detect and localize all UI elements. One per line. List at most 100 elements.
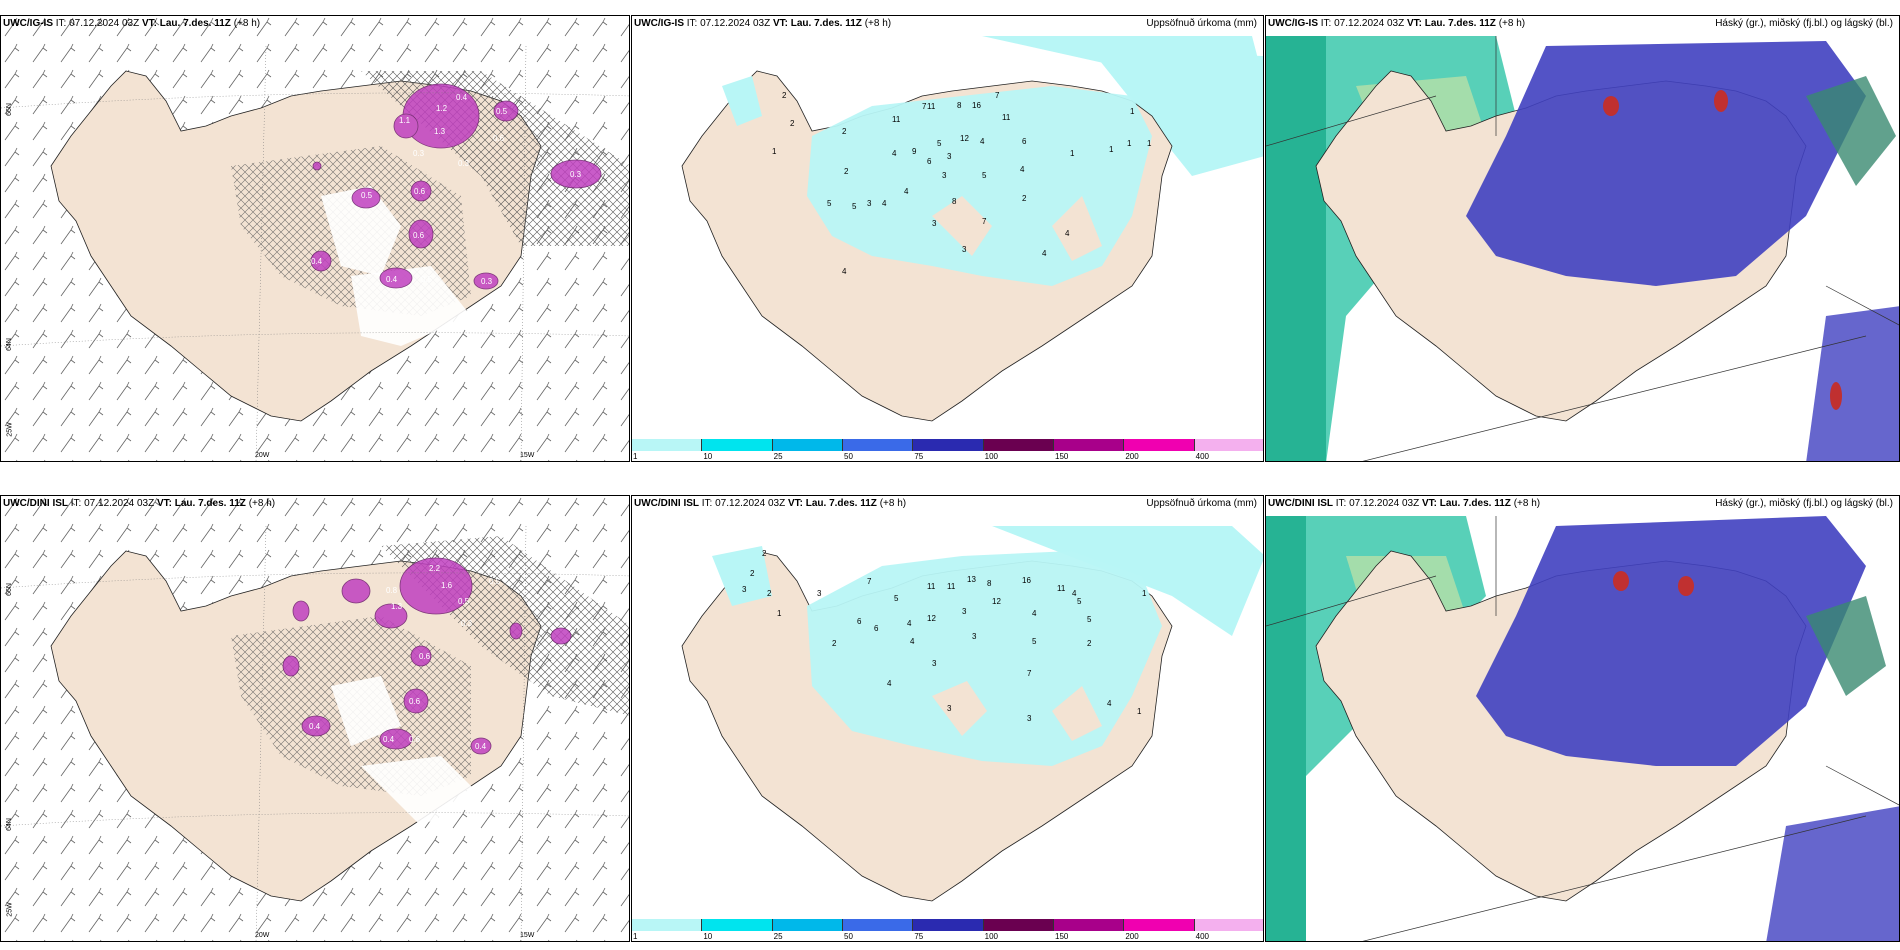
colorbar-tick-label: 200	[1125, 452, 1139, 461]
svg-text:6: 6	[874, 624, 879, 633]
panel-wind-snow-dini: UWC/DINI ISL IT: 07.12.2024 03Z VT: Lau.…	[0, 495, 630, 942]
colorbar-swatch	[772, 919, 843, 931]
svg-text:4: 4	[882, 199, 887, 208]
lon-label-25w: 25W	[6, 902, 14, 917]
svg-text:0.5: 0.5	[489, 577, 501, 586]
svg-text:11: 11	[947, 582, 956, 591]
svg-text:0.3: 0.3	[461, 619, 473, 628]
colorbar-tick-label: 75	[914, 932, 924, 941]
svg-text:0.8: 0.8	[386, 586, 398, 595]
svg-text:0.4: 0.4	[475, 742, 487, 751]
panel-title-right: Háský (gr.), miðský (fj.bl.) og lágský (…	[1715, 18, 1893, 29]
svg-text:11: 11	[1057, 584, 1066, 593]
panel-clouds-igis: UWC/IG-IS IT: 07.12.2024 03Z VT: Lau. 7.…	[1265, 15, 1900, 462]
svg-text:12: 12	[927, 614, 936, 623]
colorbar-tick-label: 150	[1055, 932, 1069, 941]
svg-text:9: 9	[912, 147, 917, 156]
panel-title-right: Háský (gr.), miðský (fj.bl.) og lágský (…	[1715, 498, 1893, 509]
svg-text:3: 3	[962, 607, 967, 616]
svg-text:0.5: 0.5	[458, 597, 470, 606]
svg-text:1: 1	[1109, 145, 1114, 154]
svg-text:3: 3	[942, 171, 947, 180]
svg-text:0.3: 0.3	[570, 170, 582, 179]
svg-text:0.3: 0.3	[481, 277, 493, 286]
svg-text:0.3: 0.3	[413, 149, 425, 158]
svg-text:0.5: 0.5	[421, 275, 433, 284]
svg-text:1.3: 1.3	[434, 127, 446, 136]
svg-text:1: 1	[1127, 139, 1132, 148]
svg-text:4: 4	[907, 619, 912, 628]
panel-title-right: Uppsöfnuð úrkoma (mm)	[1146, 18, 1257, 29]
colorbar-swatch	[1194, 919, 1263, 931]
colorbar-swatch	[843, 439, 914, 451]
svg-text:2: 2	[750, 569, 755, 578]
svg-text:1: 1	[1130, 107, 1135, 116]
wind-snow-map: 2.21.60.8 1.30.50.3 0.60.60.4 0.4 0.60.5 …	[1, 496, 629, 941]
svg-text:3: 3	[947, 704, 952, 713]
svg-text:0.6: 0.6	[419, 652, 431, 661]
colorbar-swatch	[632, 439, 703, 451]
svg-text:11: 11	[1002, 113, 1011, 122]
svg-text:3: 3	[1027, 714, 1032, 723]
colorbar-tick-label: 50	[844, 932, 853, 941]
colorbar-swatch	[772, 439, 843, 451]
svg-text:4: 4	[904, 187, 909, 196]
svg-text:11: 11	[892, 115, 901, 124]
svg-text:8: 8	[987, 579, 992, 588]
svg-text:0.6: 0.6	[409, 735, 421, 744]
svg-text:1: 1	[772, 147, 777, 156]
colorbar-tick-label: 25	[773, 452, 783, 461]
svg-text:1: 1	[1137, 707, 1142, 716]
svg-text:3: 3	[972, 632, 977, 641]
wind-snow-map: 0.41.21.1 1.30.30.5 0.60.5 0.6 0.30.30.6 …	[1, 16, 629, 461]
svg-text:4: 4	[1107, 699, 1112, 708]
colorbar-tick-label: 1	[633, 452, 638, 461]
svg-text:2.2: 2.2	[429, 564, 441, 573]
svg-text:6: 6	[927, 157, 932, 166]
panel-precip-igis: UWC/IG-IS IT: 07.12.2024 03Z VT: Lau. 7.…	[631, 15, 1264, 462]
lat-label-64n: 64N	[5, 818, 13, 831]
colorbar-tick-label: 10	[703, 452, 713, 461]
svg-text:7: 7	[867, 577, 872, 586]
colorbar-swatch	[1124, 919, 1195, 931]
svg-text:5: 5	[894, 594, 899, 603]
svg-text:2: 2	[790, 119, 795, 128]
svg-text:2: 2	[767, 589, 772, 598]
lon-label-20w: 20W	[255, 452, 270, 459]
panel-precip-dini: UWC/DINI ISL IT: 07.12.2024 03Z VT: Lau.…	[631, 495, 1264, 942]
svg-text:4: 4	[1042, 249, 1047, 258]
colorbar-tick-label: 10	[703, 932, 713, 941]
svg-text:16: 16	[972, 101, 981, 110]
svg-text:8: 8	[952, 197, 957, 206]
lon-label-15w: 15W	[520, 932, 535, 939]
svg-text:1: 1	[1147, 139, 1152, 148]
colorbar-tick-label: 150	[1055, 452, 1069, 461]
lon-label-25w: 25W	[6, 422, 14, 437]
svg-text:12: 12	[960, 134, 969, 143]
svg-text:13: 13	[967, 575, 976, 584]
svg-text:0.6: 0.6	[414, 187, 426, 196]
panel-header: UWC/DINI ISL IT: 07.12.2024 03Z VT: Lau.…	[3, 498, 276, 509]
svg-text:5: 5	[937, 139, 942, 148]
svg-text:2: 2	[1087, 639, 1092, 648]
colorbar-tick-label: 400	[1195, 932, 1210, 941]
svg-text:11: 11	[927, 102, 936, 111]
colorbar-swatch	[1124, 439, 1195, 451]
precip-colorbar: 1 10 25 50 75 100 150 200 400	[632, 919, 1263, 941]
panel-header: UWC/IG-IS IT: 07.12.2024 03Z VT: Lau. 7.…	[1268, 18, 1526, 29]
colorbar-swatch	[983, 919, 1054, 931]
clouds-map	[1266, 36, 1899, 461]
panel-header: UWC/DINI ISL IT: 07.12.2024 03Z VT: Lau.…	[634, 498, 907, 509]
lon-label-15w: 15W	[520, 452, 535, 459]
svg-text:8: 8	[957, 101, 962, 110]
svg-text:4: 4	[842, 267, 847, 276]
precip-colorbar: 1 10 25 50 75 100 150 200 400	[632, 439, 1263, 461]
svg-text:7: 7	[982, 217, 987, 226]
svg-text:4: 4	[980, 137, 985, 146]
svg-text:1.6: 1.6	[441, 581, 453, 590]
colorbar-swatch	[1194, 439, 1263, 451]
lat-label-66n: 66N	[5, 103, 13, 116]
svg-text:0.6: 0.6	[409, 697, 421, 706]
